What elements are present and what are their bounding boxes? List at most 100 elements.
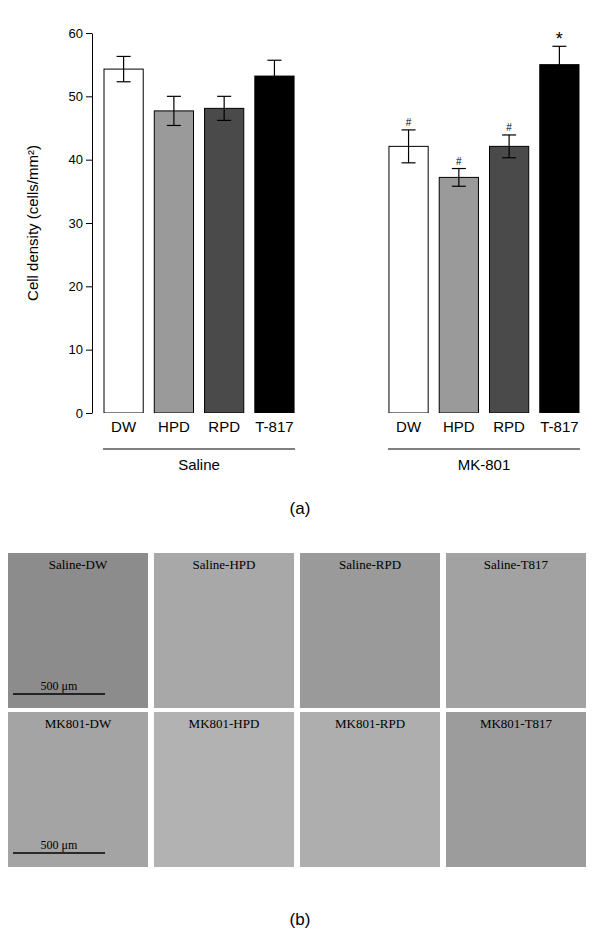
y-tick: 50 xyxy=(69,89,92,104)
bar xyxy=(255,76,294,413)
bar xyxy=(104,69,143,413)
micrograph: Saline-DW500 μm xyxy=(8,553,148,708)
error-bar-cap xyxy=(402,129,416,130)
y-tick-label: 40 xyxy=(69,152,83,167)
group-labels: DW HPD RPD T-817 Saline xyxy=(103,418,295,473)
group-label: Saline xyxy=(178,456,220,473)
y-tick-label: 10 xyxy=(69,342,83,357)
y-tick-mark xyxy=(86,413,92,414)
error-bar-cap xyxy=(217,96,231,97)
bar xyxy=(154,111,193,413)
micrograph-label: Saline-T817 xyxy=(484,557,549,572)
error-bar-stem xyxy=(559,46,560,83)
x-tick: T-817 xyxy=(540,418,578,435)
error-bar xyxy=(217,96,231,120)
micrograph-label: Saline-HPD xyxy=(193,557,256,572)
y-tick: 40 xyxy=(69,152,92,167)
error-bar-cap xyxy=(117,56,131,57)
error-bar-cap xyxy=(552,82,566,83)
y-tick: 30 xyxy=(69,216,92,231)
panel-label: (b) xyxy=(290,910,311,929)
x-tick: RPD xyxy=(493,418,525,435)
micrograph-label: MK801-RPD xyxy=(335,716,405,731)
micrograph-label: Saline-RPD xyxy=(339,557,401,572)
x-tick-label: T-817 xyxy=(540,418,578,435)
annotation: # xyxy=(406,117,412,128)
error-bar xyxy=(502,135,516,158)
micrograph-image xyxy=(446,712,586,867)
micrograph-label: MK801-DW xyxy=(45,716,112,731)
plot-area xyxy=(104,46,579,413)
micrograph-image xyxy=(154,712,294,867)
micrograph-label: MK801-HPD xyxy=(189,716,260,731)
annotation: # xyxy=(456,156,462,167)
scale-bar-label: 500 μm xyxy=(41,838,78,852)
micrograph: Saline-HPD xyxy=(154,553,294,708)
bar-group xyxy=(389,46,579,413)
error-bar-cap xyxy=(402,162,416,163)
y-axis-title: Cell density (cells/mm²) xyxy=(24,145,41,301)
y-tick-mark xyxy=(86,96,92,97)
micrograph: MK801-RPD xyxy=(300,712,440,867)
bar xyxy=(490,146,529,413)
error-bar-cap xyxy=(502,134,516,135)
x-tick-label: HPD xyxy=(443,418,475,435)
y-tick-label: 30 xyxy=(69,216,83,231)
error-bar-stem xyxy=(173,96,174,125)
micrograph: Saline-RPD xyxy=(300,553,440,708)
error-bar xyxy=(167,96,181,125)
x-tick: HPD xyxy=(443,418,475,435)
annotation: * xyxy=(556,29,563,49)
figure: 0 10 20 30 40 50 60 Cell density (cells/mm²) DW H… xyxy=(0,0,600,951)
error-bar-stem xyxy=(408,130,409,163)
x-tick-label: RPD xyxy=(493,418,525,435)
micrograph-image xyxy=(8,712,148,867)
error-bar-stem xyxy=(274,60,275,92)
error-bar-cap xyxy=(167,96,181,97)
error-bar xyxy=(267,60,281,92)
x-tick: DW xyxy=(396,418,422,435)
x-tick-label: DW xyxy=(111,418,137,435)
error-bar-cap xyxy=(167,125,181,126)
micrograph: Saline-T817 xyxy=(446,553,586,708)
x-tick-label: DW xyxy=(396,418,422,435)
error-bar-cap xyxy=(117,81,131,82)
y-tick-label: 60 xyxy=(69,26,83,41)
y-tick-mark xyxy=(86,350,92,351)
y-tick-mark xyxy=(86,223,92,224)
bar xyxy=(439,177,478,413)
bar xyxy=(389,146,428,413)
x-tick: DW xyxy=(111,418,137,435)
error-bar-stem xyxy=(224,96,225,120)
micrograph-image xyxy=(300,553,440,708)
error-bar-cap xyxy=(267,91,281,92)
error-bar-cap xyxy=(452,168,466,169)
micrograph-image xyxy=(300,712,440,867)
y-tick-mark xyxy=(86,160,92,161)
error-bar-stem xyxy=(123,56,124,81)
error-bar xyxy=(117,56,131,81)
micrograph-label: MK801-T817 xyxy=(480,716,553,731)
y-tick-label: 0 xyxy=(76,406,83,421)
error-bar-stem xyxy=(509,135,510,158)
group-underline xyxy=(388,449,580,450)
x-tick: HPD xyxy=(158,418,190,435)
y-axis-line xyxy=(92,34,93,414)
micrograph-image xyxy=(154,553,294,708)
group-underline xyxy=(103,449,295,450)
micrograph: MK801-T817 xyxy=(446,712,586,867)
scale-bar xyxy=(13,852,105,854)
error-bar xyxy=(402,130,416,163)
error-bar-cap xyxy=(502,157,516,158)
x-tick: RPD xyxy=(208,418,240,435)
error-bar xyxy=(552,46,566,83)
micrograph-label: Saline-DW xyxy=(49,557,108,572)
x-tick-label: RPD xyxy=(208,418,240,435)
x-axis: DW HPD RPD T-817 xyxy=(396,418,579,435)
x-tick: T-817 xyxy=(255,418,293,435)
y-tick: 60 xyxy=(69,26,92,41)
annotation: # xyxy=(506,122,512,133)
x-tick-label: T-817 xyxy=(255,418,293,435)
x-tick-label: HPD xyxy=(158,418,190,435)
y-tick: 20 xyxy=(69,279,92,294)
